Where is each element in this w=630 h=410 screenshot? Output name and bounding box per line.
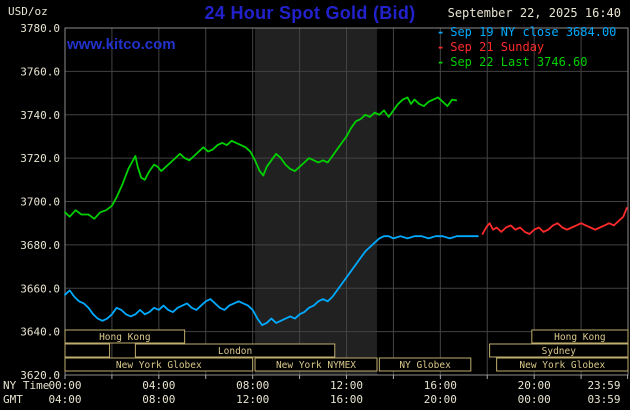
market-sessions-layer: Hong Kong Hong Kong London Sydney New York G… [64, 329, 629, 372]
legend-marker: - [437, 40, 445, 54]
session-label: New York Globex [116, 360, 202, 371]
legend-item-label: Sep 19 NY close 3684.00 [450, 25, 617, 39]
session-box [496, 357, 629, 372]
price-line-sep-22 [64, 96, 458, 220]
ny-time-axis-label: NY Time [3, 379, 49, 392]
x-tick-label-gmt: 16:00 [330, 393, 363, 406]
y-tick-label: 3640.0 [20, 326, 60, 339]
x-tick-label-gmt: 12:00 [236, 393, 269, 406]
legend-marker: - [437, 55, 445, 69]
y-tick-label: 3720.0 [20, 152, 60, 165]
gmt-axis-label: GMT [3, 393, 23, 406]
unit-label: USD/oz [8, 5, 48, 18]
x-tick-label-ny: 16:00 [424, 379, 457, 392]
x-tick-label-gmt: 08:00 [142, 393, 175, 406]
session-label: Sydney [542, 346, 577, 357]
legend-item: - Sep 21 Sunday [437, 40, 616, 55]
legend-item-label: Sep 22 Last 3746.60 [450, 55, 588, 69]
y-tick-label: 3760.0 [20, 65, 60, 78]
y-axis-labels: 3620.0 3640.0 3660.0 3680.0 3700.0 3720.0 3740… [20, 22, 60, 382]
session-box [64, 343, 111, 358]
y-tick-label: 3700.0 [20, 196, 60, 209]
x-tick-label-ny: 12:00 [330, 379, 363, 392]
session-label: Hong Kong [99, 332, 150, 343]
legend-item: - Sep 19 NY close 3684.00 [437, 25, 616, 40]
x-tick-label-gmt: 00:00 [518, 393, 551, 406]
datetime: September 22, 2025 16:40 [447, 6, 621, 20]
y-tick-label: 3680.0 [20, 239, 60, 252]
x-axis-labels: 00:00 04:00 08:00 12:00 16:00 20:00 23:5904:00… [48, 375, 629, 406]
session-box [531, 329, 629, 344]
price-line-sep-19-ny-close [64, 235, 479, 327]
x-tick-label-ny: 00:00 [48, 379, 81, 392]
chart-legend: - Sep 19 NY close 3684.00 - Sep 21 Sunday … [437, 25, 616, 70]
legend-marker: - [437, 25, 445, 39]
y-tick-label: 3620.0 [20, 369, 60, 382]
kitco-watermark-link[interactable]: www.kitco.com [67, 36, 176, 53]
x-tick-label-ny: 04:00 [142, 379, 175, 392]
x-tick-label-ny: 20:00 [518, 379, 551, 392]
session-box [64, 329, 186, 344]
session-box [378, 357, 472, 372]
y-tick-label: 3660.0 [20, 282, 60, 295]
price-series-layer [64, 96, 628, 327]
session-label: Hong Kong [554, 332, 605, 343]
session-box [254, 357, 378, 372]
session-box [489, 343, 629, 358]
page-title: 24 Hour Spot Gold (Bid) [204, 3, 416, 23]
x-tick-label-gmt: 03:59 [587, 393, 620, 406]
session-label: New York NYMEX [276, 360, 356, 371]
session-box [134, 343, 336, 358]
legend-item-label: Sep 21 Sunday [450, 40, 545, 54]
session-label: London [218, 346, 252, 357]
legend-item: - Sep 22 Last 3746.60 [437, 55, 616, 70]
session-box [64, 357, 254, 372]
x-tick-label-gmt: 04:00 [48, 393, 81, 406]
y-tick-label: 3740.0 [20, 109, 60, 122]
x-tick-label-gmt: 20:00 [424, 393, 457, 406]
price-line-sep-21-sunday [481, 207, 628, 235]
grid-layer [64, 27, 629, 376]
session-label: New York Globex [519, 360, 605, 371]
x-tick-label-ny: 08:00 [236, 379, 269, 392]
x-tick-label-ny: 23:59 [587, 379, 620, 392]
session-label: NY Globex [399, 360, 451, 371]
y-tick-label: 3780.0 [20, 22, 60, 35]
